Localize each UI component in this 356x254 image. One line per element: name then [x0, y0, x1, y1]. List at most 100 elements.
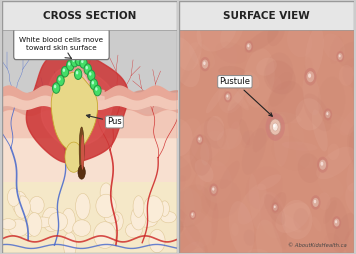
Circle shape	[67, 60, 74, 71]
Ellipse shape	[316, 147, 355, 179]
Ellipse shape	[133, 196, 144, 217]
Ellipse shape	[190, 134, 212, 176]
Circle shape	[314, 200, 316, 203]
Ellipse shape	[340, 104, 356, 136]
Ellipse shape	[217, 128, 242, 150]
Circle shape	[198, 138, 200, 140]
Ellipse shape	[305, 26, 324, 79]
Ellipse shape	[245, 28, 279, 53]
Circle shape	[325, 111, 330, 118]
Ellipse shape	[167, 15, 185, 38]
Bar	[2, 137, 177, 182]
Ellipse shape	[178, 209, 208, 252]
Ellipse shape	[239, 190, 281, 226]
Text: White blood cells move
toward skin surface: White blood cells move toward skin surfa…	[19, 37, 104, 51]
Ellipse shape	[276, 202, 310, 233]
Ellipse shape	[172, 185, 211, 228]
Circle shape	[88, 70, 95, 81]
Circle shape	[332, 216, 341, 229]
Circle shape	[273, 204, 278, 211]
Circle shape	[336, 51, 344, 62]
Ellipse shape	[176, 202, 185, 219]
Ellipse shape	[176, 220, 184, 232]
Circle shape	[203, 61, 206, 65]
Ellipse shape	[157, 10, 184, 58]
Ellipse shape	[246, 166, 283, 210]
Ellipse shape	[7, 188, 20, 207]
Ellipse shape	[27, 213, 42, 236]
Ellipse shape	[243, 71, 260, 89]
Ellipse shape	[201, 180, 241, 219]
Ellipse shape	[253, 110, 276, 152]
Ellipse shape	[347, 124, 356, 171]
Circle shape	[94, 85, 101, 96]
Ellipse shape	[171, 118, 201, 168]
Ellipse shape	[282, 200, 312, 239]
Circle shape	[85, 66, 88, 69]
Ellipse shape	[328, 144, 340, 160]
Ellipse shape	[165, 155, 192, 182]
Ellipse shape	[220, 15, 244, 49]
Ellipse shape	[264, 194, 285, 225]
Ellipse shape	[169, 37, 200, 87]
Ellipse shape	[287, 25, 312, 57]
Circle shape	[58, 77, 61, 81]
Text: CROSS SECTION: CROSS SECTION	[43, 11, 136, 21]
Circle shape	[81, 60, 84, 63]
Ellipse shape	[274, 114, 289, 167]
Bar	[179, 1, 354, 30]
Ellipse shape	[295, 98, 323, 131]
Circle shape	[320, 162, 323, 166]
Circle shape	[247, 44, 250, 47]
Circle shape	[52, 83, 60, 93]
Polygon shape	[26, 51, 128, 163]
Ellipse shape	[96, 194, 116, 218]
Ellipse shape	[264, 60, 296, 94]
Circle shape	[308, 73, 311, 78]
Ellipse shape	[131, 206, 146, 230]
Circle shape	[209, 183, 218, 196]
Ellipse shape	[352, 75, 356, 116]
Ellipse shape	[270, 200, 287, 249]
Circle shape	[191, 212, 195, 218]
Ellipse shape	[269, 76, 282, 90]
Ellipse shape	[345, 224, 356, 254]
Circle shape	[91, 81, 94, 85]
Ellipse shape	[143, 196, 163, 222]
Ellipse shape	[104, 213, 119, 223]
Ellipse shape	[345, 182, 356, 219]
Ellipse shape	[30, 196, 44, 214]
Ellipse shape	[195, 174, 204, 190]
Ellipse shape	[161, 212, 176, 223]
Ellipse shape	[31, 217, 53, 228]
Text: © AboutKidsHealth.ca: © AboutKidsHealth.ca	[288, 243, 347, 248]
Ellipse shape	[63, 232, 76, 254]
Ellipse shape	[177, 241, 205, 254]
Ellipse shape	[226, 121, 240, 149]
Ellipse shape	[48, 212, 68, 231]
Ellipse shape	[242, 128, 267, 175]
Ellipse shape	[229, 201, 254, 254]
Circle shape	[71, 56, 78, 67]
Ellipse shape	[9, 219, 28, 237]
Circle shape	[80, 58, 87, 68]
Circle shape	[54, 85, 56, 88]
Ellipse shape	[268, 81, 304, 124]
Circle shape	[63, 68, 65, 72]
Ellipse shape	[241, 130, 254, 148]
Ellipse shape	[318, 192, 330, 210]
Ellipse shape	[220, 78, 249, 110]
Circle shape	[72, 58, 75, 62]
Ellipse shape	[207, 116, 224, 141]
Ellipse shape	[173, 155, 197, 192]
Circle shape	[68, 62, 70, 66]
Ellipse shape	[169, 188, 202, 227]
Circle shape	[310, 195, 321, 210]
Ellipse shape	[137, 215, 157, 227]
Ellipse shape	[298, 153, 320, 183]
Ellipse shape	[73, 220, 91, 236]
Circle shape	[200, 57, 210, 71]
Ellipse shape	[267, 18, 285, 46]
Ellipse shape	[346, 151, 356, 192]
Ellipse shape	[191, 120, 224, 161]
